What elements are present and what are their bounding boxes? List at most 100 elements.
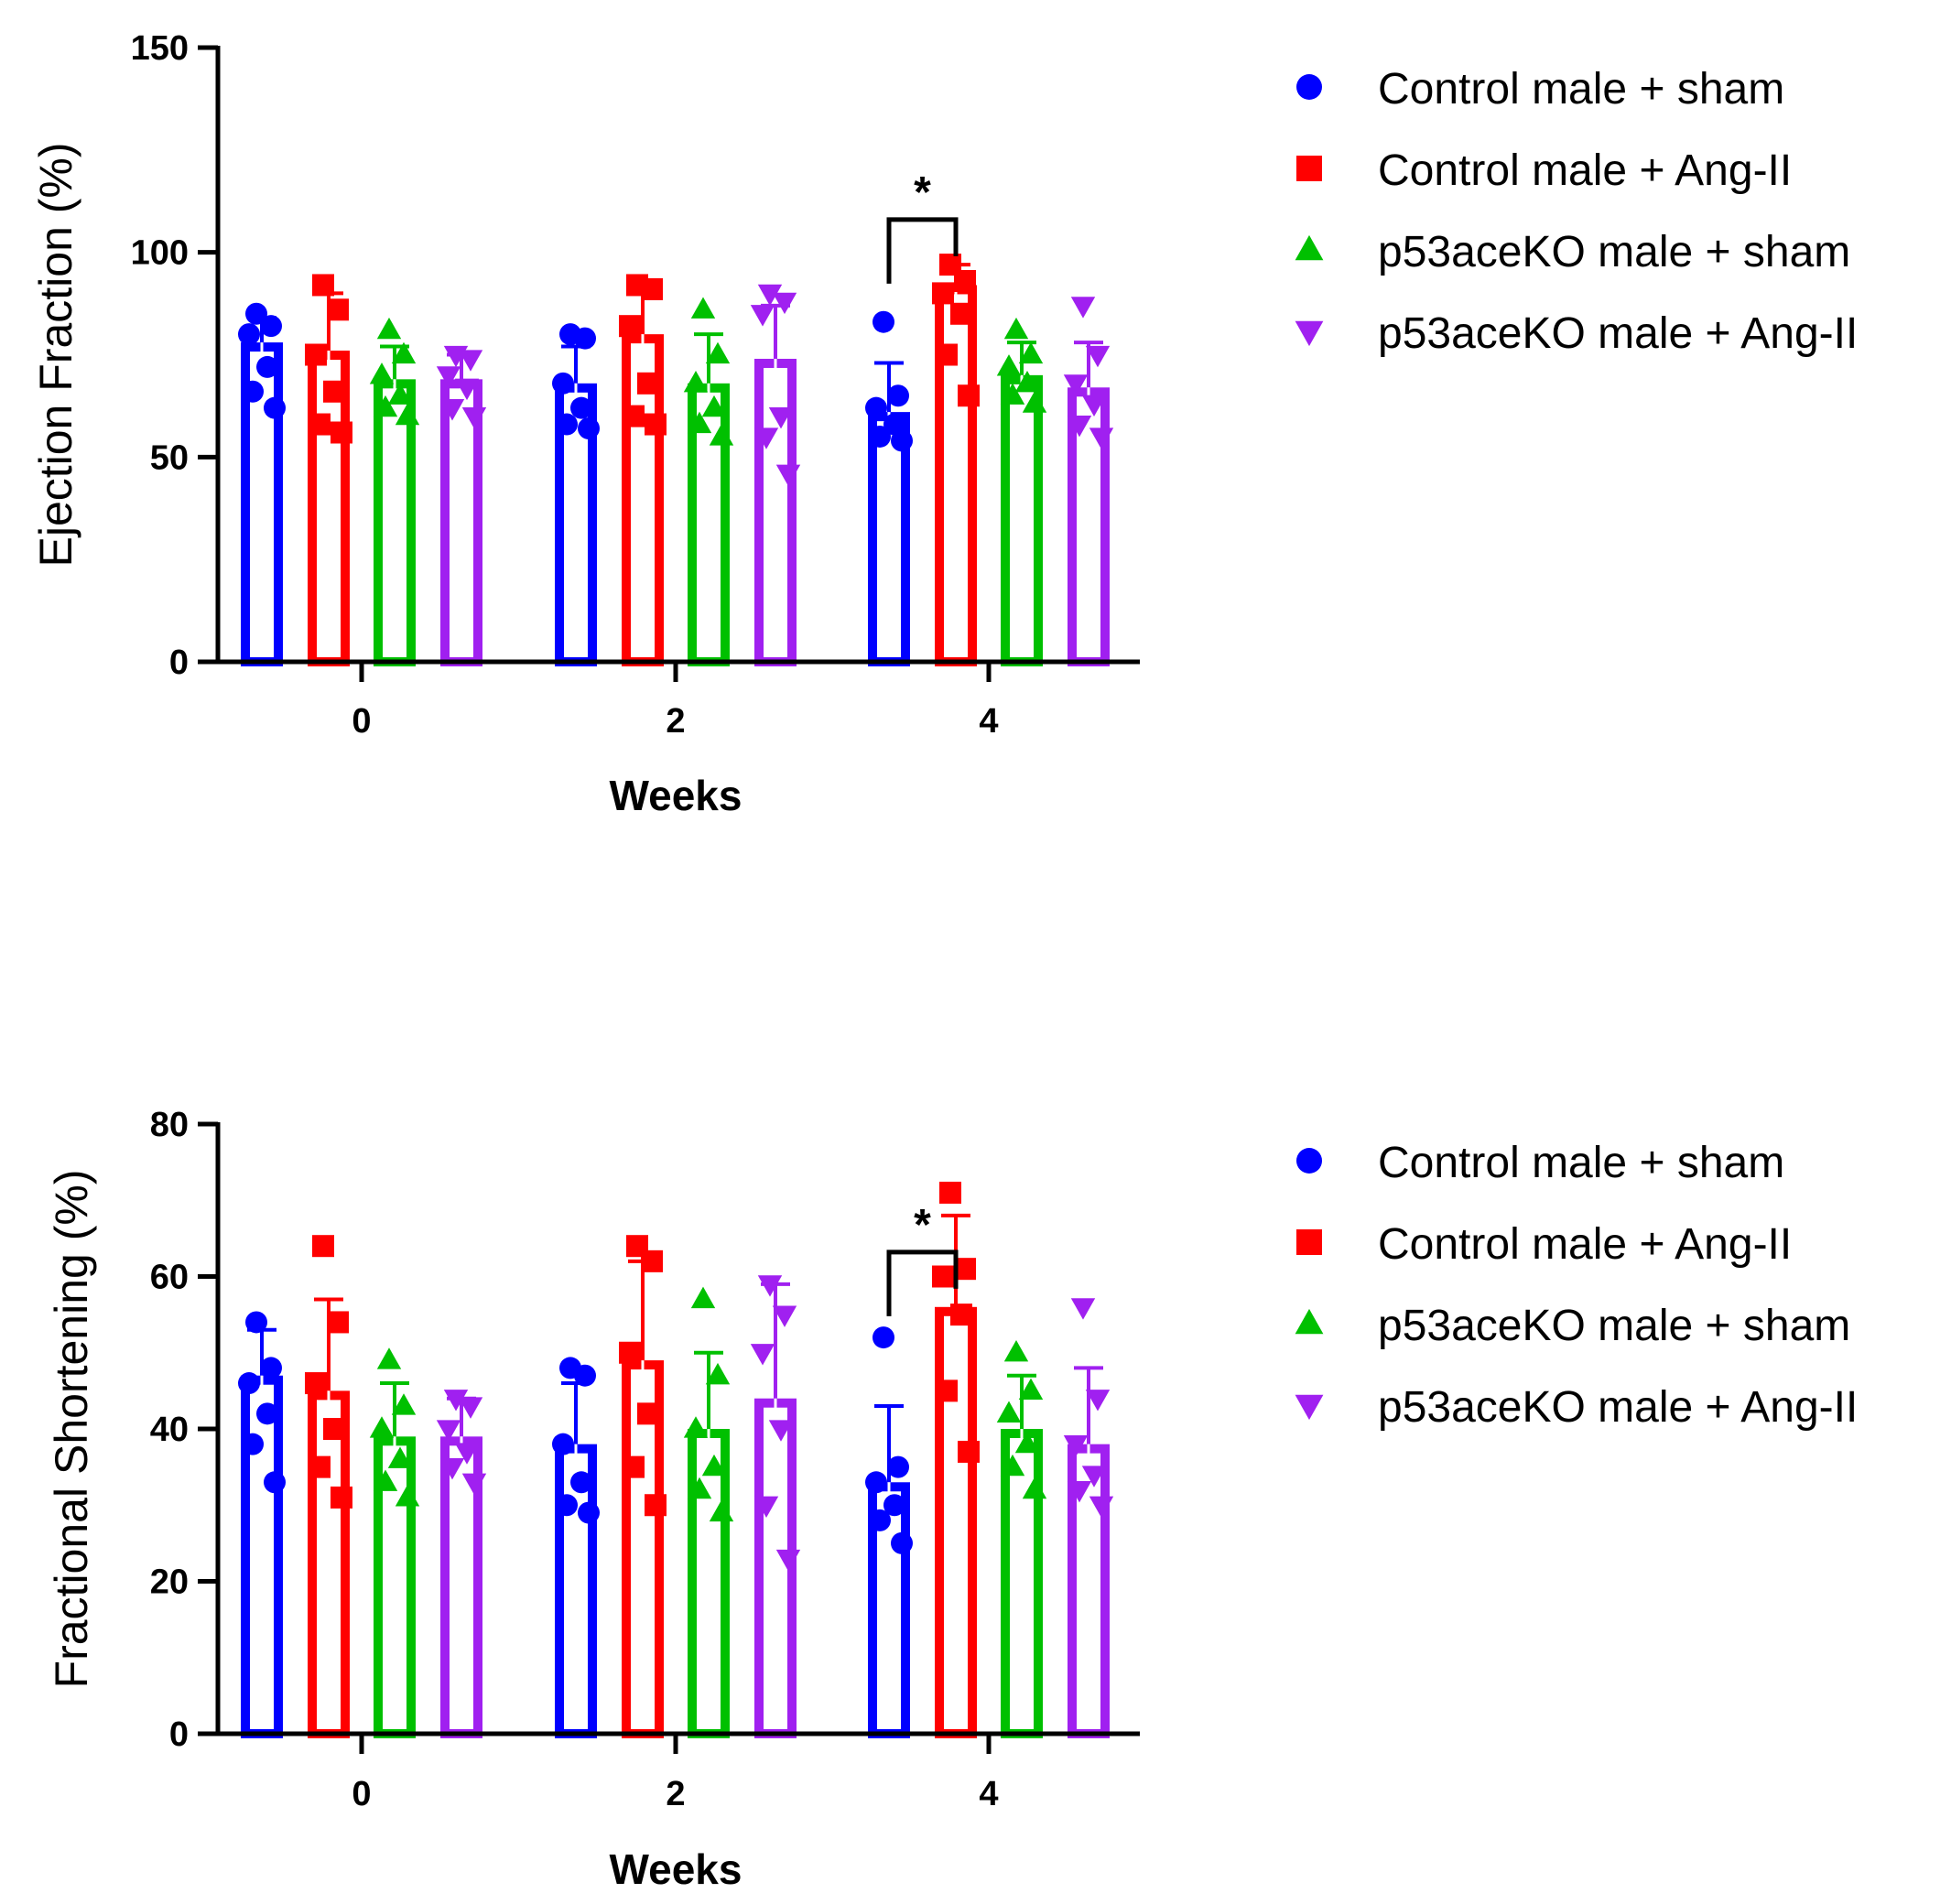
point-2-1-0 xyxy=(690,1286,716,1309)
point-1-2-5 xyxy=(958,1440,980,1463)
point-3-0-5 xyxy=(461,1473,487,1496)
point-2-1-2 xyxy=(683,1416,709,1438)
point-3-0-4 xyxy=(439,1458,465,1480)
point-1-1-4 xyxy=(623,405,645,427)
point-2-1-1 xyxy=(705,1362,731,1385)
point-2-2-0 xyxy=(1003,317,1029,340)
point-2-1-3 xyxy=(701,1454,727,1477)
legend-label-3: p53aceKO male + Ang-II xyxy=(1378,1383,1858,1432)
point-0-1-5 xyxy=(578,417,600,440)
point-3-1-2 xyxy=(750,305,775,327)
y-tick-label: 60 xyxy=(150,1259,189,1297)
bar-2-2 xyxy=(1001,374,1043,666)
point-2-2-2 xyxy=(996,354,1022,376)
point-1-1-2 xyxy=(619,315,641,338)
legend-label-1: Control male + Ang-II xyxy=(1378,146,1792,195)
point-2-1-5 xyxy=(709,424,734,446)
point-0-2-4 xyxy=(869,1509,891,1531)
point-1-2-1 xyxy=(954,269,976,292)
point-3-0-5 xyxy=(461,407,487,429)
point-2-2-3 xyxy=(1014,371,1040,393)
point-1-1-3 xyxy=(637,372,659,395)
point-0-0-2 xyxy=(238,323,260,346)
point-1-2-5 xyxy=(958,384,980,407)
bar-0-0 xyxy=(241,1375,283,1738)
point-2-2-0 xyxy=(1003,1339,1029,1362)
y-tick-label: 100 xyxy=(131,234,189,273)
point-1-1-4 xyxy=(623,1455,645,1478)
point-3-2-1 xyxy=(1085,1390,1111,1412)
point-2-0-2 xyxy=(369,362,395,384)
point-0-1-2 xyxy=(552,372,574,395)
point-2-1-3 xyxy=(701,395,727,417)
significance-label: * xyxy=(914,1201,931,1250)
point-0-1-5 xyxy=(578,1501,600,1524)
fractional-shortening-chart: 0 20 40 60 80 0 2 4 Weeks Fractional Shortening (… xyxy=(46,1106,1858,1893)
point-2-1-2 xyxy=(683,371,709,393)
point-3-2-4 xyxy=(1067,1481,1092,1503)
y-tick-label: 50 xyxy=(150,438,189,477)
point-3-1-4 xyxy=(753,1496,779,1519)
point-0-1-4 xyxy=(556,413,578,436)
point-3-1-1 xyxy=(772,1305,797,1327)
point-2-0-0 xyxy=(376,317,402,340)
point-0-2-5 xyxy=(891,1531,913,1554)
point-1-1-5 xyxy=(645,1494,667,1517)
point-1-0-5 xyxy=(331,1486,352,1509)
point-2-0-4 xyxy=(373,395,398,417)
significance-bracket xyxy=(886,217,959,284)
point-2-0-3 xyxy=(387,383,413,405)
point-0-2-1 xyxy=(887,384,909,407)
point-1-0-0 xyxy=(312,1235,334,1258)
legend-label-3: p53aceKO male + Ang-II xyxy=(1378,309,1858,358)
point-3-1-3 xyxy=(768,1420,794,1442)
x-tick-label: 4 xyxy=(979,1775,998,1813)
x-tick-label: 0 xyxy=(352,1775,371,1813)
point-1-0-5 xyxy=(331,421,352,444)
x-axis-title: Weeks xyxy=(610,1845,742,1893)
point-3-0-3 xyxy=(454,1443,480,1465)
point-3-1-5 xyxy=(775,464,801,487)
point-3-2-2 xyxy=(1063,1435,1089,1457)
point-0-1-1 xyxy=(574,327,596,350)
point-0-0-3 xyxy=(256,1402,278,1425)
point-2-0-2 xyxy=(369,1416,395,1438)
legend-marker-1 xyxy=(1296,1229,1322,1255)
point-2-2-3 xyxy=(1014,1431,1040,1454)
point-2-0-3 xyxy=(387,1446,413,1468)
point-0-0-2 xyxy=(238,1372,260,1395)
point-3-2-2 xyxy=(1063,374,1089,396)
point-1-0-0 xyxy=(312,274,334,297)
point-1-0-2 xyxy=(305,1372,327,1395)
point-1-1-5 xyxy=(645,413,667,436)
point-0-0-1 xyxy=(260,315,282,338)
x-tick-label: 2 xyxy=(666,702,685,741)
y-tick-label: 40 xyxy=(150,1411,189,1449)
point-1-2-4 xyxy=(936,343,958,366)
point-1-0-1 xyxy=(327,1311,349,1334)
legend-marker-0 xyxy=(1296,1148,1322,1174)
legend-label-1: Control male + Ang-II xyxy=(1378,1220,1792,1269)
legend-label-2: p53aceKO male + sham xyxy=(1378,1302,1850,1350)
significance-label: * xyxy=(914,168,931,217)
point-2-1-0 xyxy=(690,297,716,319)
point-1-1-2 xyxy=(619,1341,641,1364)
point-2-2-2 xyxy=(996,1401,1022,1423)
point-1-0-3 xyxy=(323,380,345,403)
point-3-2-5 xyxy=(1089,1496,1114,1519)
point-1-2-0 xyxy=(939,1181,961,1204)
point-2-0-1 xyxy=(391,341,417,364)
y-tick-label: 80 xyxy=(150,1106,189,1144)
point-3-0-3 xyxy=(454,378,480,401)
point-2-1-5 xyxy=(709,1499,734,1522)
point-3-2-5 xyxy=(1089,427,1114,449)
point-1-0-4 xyxy=(309,413,331,436)
point-0-0-1 xyxy=(260,1357,282,1379)
point-3-1-5 xyxy=(775,1549,801,1572)
significance-bracket xyxy=(886,1250,959,1316)
point-0-0-3 xyxy=(256,355,278,378)
point-0-2-2 xyxy=(865,1471,887,1494)
point-3-2-0 xyxy=(1070,1298,1096,1320)
point-3-0-2 xyxy=(436,366,461,388)
